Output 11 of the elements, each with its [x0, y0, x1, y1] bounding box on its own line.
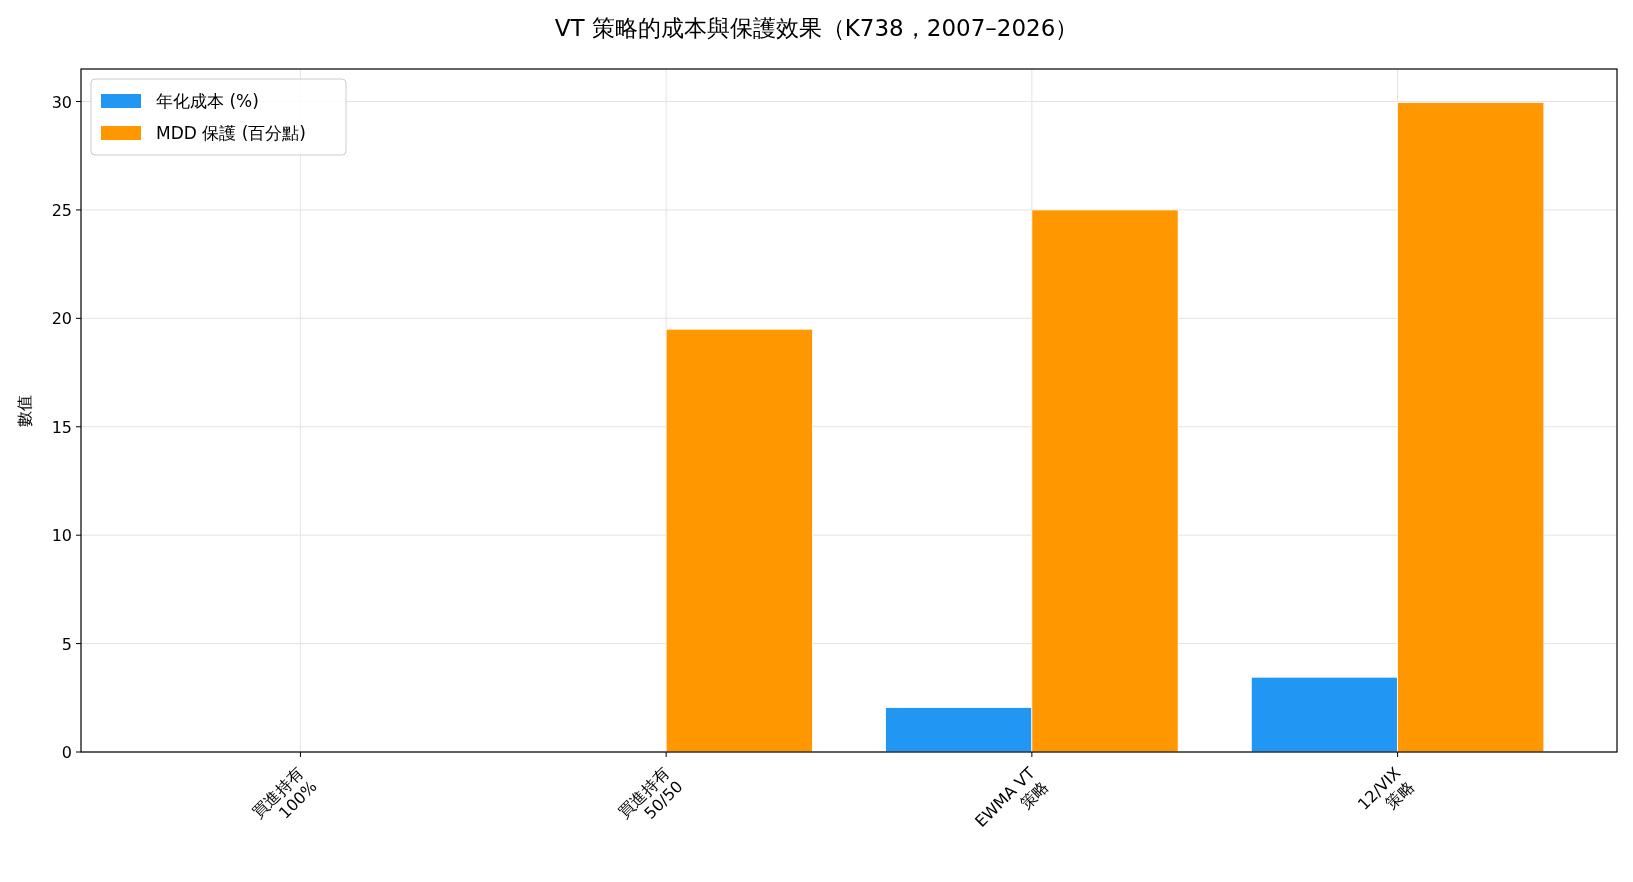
y-axis-title: 數值	[15, 394, 34, 427]
y-tick-label: 30	[51, 92, 72, 112]
y-tick-label: 5	[61, 634, 72, 654]
y-tick-label: 15	[51, 417, 72, 437]
legend-label: 年化成本 (%)	[156, 91, 259, 111]
y-tick-label: 0	[61, 743, 72, 762]
y-tick-label: 10	[51, 526, 72, 546]
y-tick-label: 20	[51, 309, 72, 329]
chart-title: VT 策略的成本與保護效果（K738，2007–2026）	[554, 15, 1079, 41]
y-tick-label: 25	[51, 200, 72, 220]
legend-label: MDD 保護 (百分點)	[156, 123, 306, 143]
